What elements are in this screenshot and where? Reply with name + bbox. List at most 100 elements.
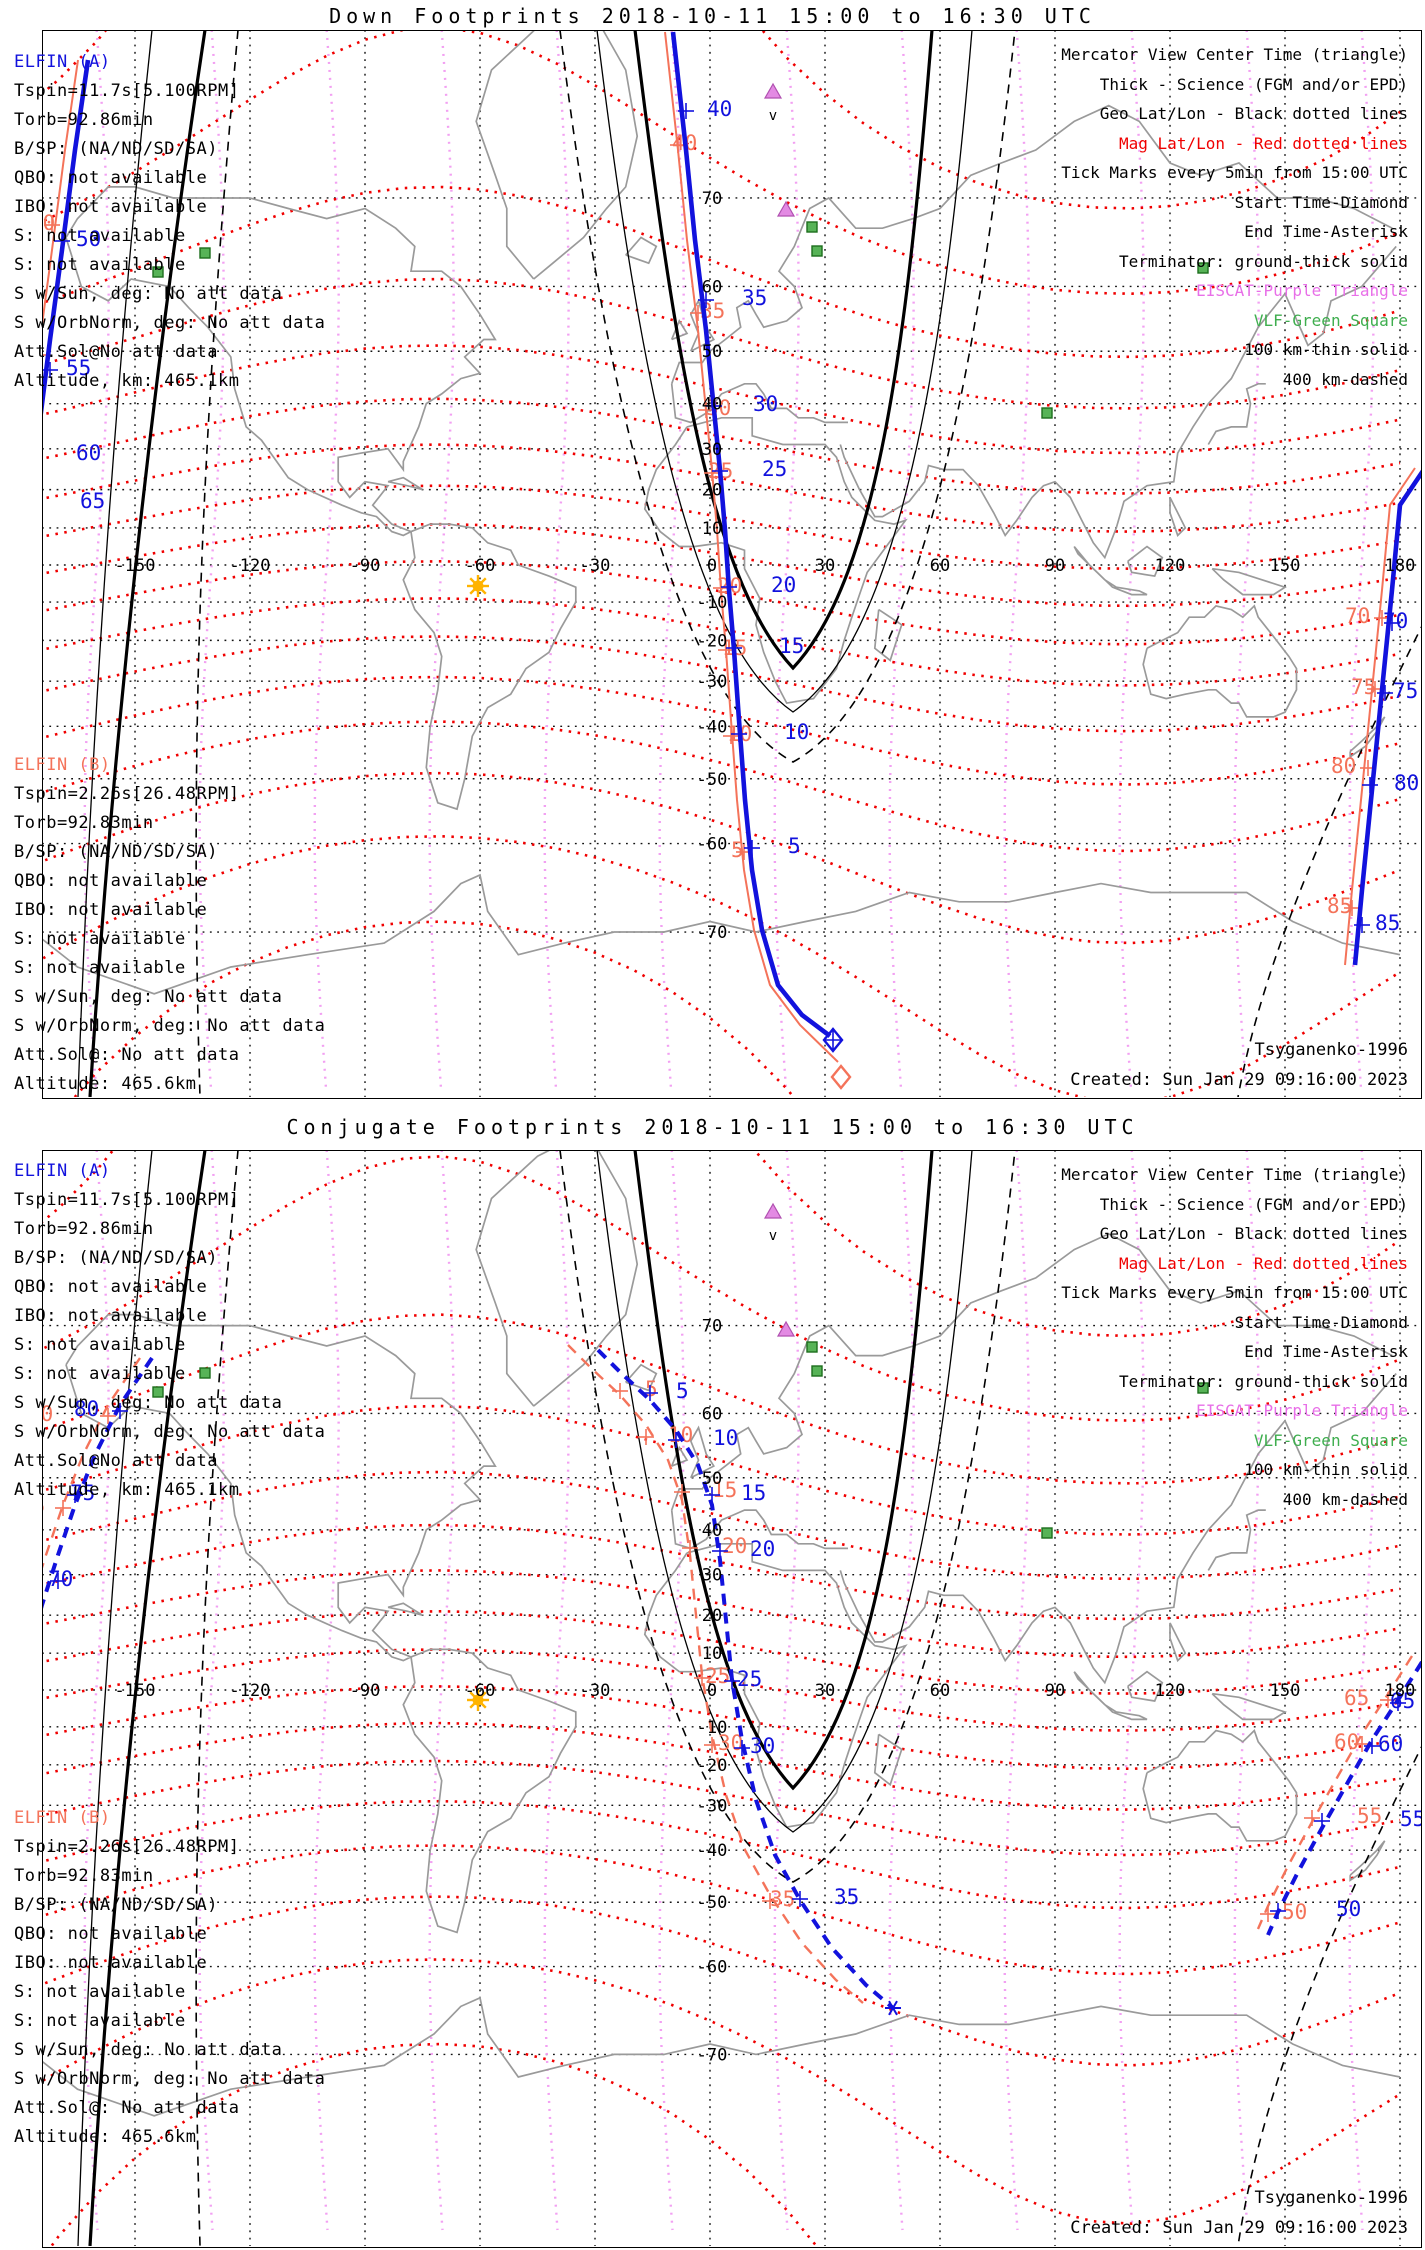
coastline: [625, 236, 658, 265]
longitude-label: -90: [350, 1681, 381, 1701]
time-tick-label: 5: [645, 1377, 658, 1401]
latitude-label: -40: [697, 1841, 728, 1861]
time-tick-label: 70: [1383, 609, 1408, 633]
time-tick-label: 65: [1344, 1686, 1369, 1710]
sun-marker: [472, 580, 484, 592]
info-line: S w/OrbNorm, deg: No att data: [14, 313, 326, 333]
terminator-ground-line: [88, 30, 207, 1097]
latitude-label: 30: [702, 1566, 722, 1586]
panel-down-border: [42, 30, 1422, 1099]
legend-line: Geo Lat/Lon - Black dotted lines: [1099, 1224, 1408, 1243]
end-time-asterisk: [888, 2000, 898, 2016]
latitude-label: 60: [702, 277, 722, 297]
coastline: [670, 1232, 1393, 1511]
longitude-label: 90: [1045, 556, 1065, 576]
longitude-label: 120: [1155, 556, 1186, 576]
legend-line: VLF-Green Square: [1253, 310, 1408, 330]
longitude-label: 90: [1045, 1681, 1065, 1701]
latitude-label: -30: [697, 672, 728, 692]
time-tick-label: 20: [771, 573, 796, 597]
time-tick-label: 40: [707, 97, 732, 121]
coastline: [1142, 1729, 1298, 1842]
longitude-label: -120: [230, 1681, 271, 1701]
longitude-label: -150: [115, 1681, 156, 1701]
time-tick-label: 70: [1345, 604, 1370, 628]
info-line: S: not available: [14, 1364, 186, 1384]
terminator-400km-line: [195, 30, 239, 1097]
center-time-arrow: v: [769, 108, 777, 124]
latitude-label: 40: [702, 395, 722, 415]
coastline: [42, 873, 1401, 995]
mag-lat-line: [42, 720, 1401, 853]
center-time-arrow: v: [769, 1228, 777, 1244]
time-tick-label: 65: [1390, 1689, 1415, 1713]
vlf-square-marker: [152, 266, 164, 278]
latitude-label: -50: [697, 1893, 728, 1913]
sun-marker: [472, 1694, 484, 1706]
sun-marker-ray: [469, 1702, 476, 1709]
mag-lat-line: [42, 635, 1401, 733]
elfin-a-center-track: [670, 31, 832, 1038]
info-line: IBO: not available: [14, 1953, 208, 1973]
time-tick-label: 30: [750, 1734, 775, 1758]
legend-line: Tick Marks every 5min from 15:00 UTC: [1061, 1283, 1408, 1302]
coastline: [475, 1150, 639, 1407]
info-line: Torb=92.83min: [14, 1866, 154, 1886]
time-tick-label: 50: [1282, 1900, 1307, 1924]
time-tick-label: 80: [1394, 771, 1419, 795]
elfin-b-left-track: [42, 59, 79, 333]
legend-line: Mag Lat/Lon - Red dotted lines: [1119, 133, 1408, 153]
info-line: QBO: not available: [14, 1924, 208, 1944]
latitude-label: 70: [702, 1317, 722, 1337]
mag-lat-line: [42, 675, 1401, 786]
vlf-square-marker: [199, 247, 211, 259]
coastline: [1126, 1670, 1164, 1702]
coastline: [1073, 545, 1148, 596]
legend-line: Start Time-Diamond: [1234, 1312, 1408, 1332]
latitude-label: -50: [697, 770, 728, 790]
mag-lat-line: [49, 2042, 819, 2246]
time-tick-label: 65: [80, 489, 105, 513]
info-line: Tspin=11.7s[5.100RPM]: [14, 1190, 240, 1210]
coastline: [1142, 604, 1298, 718]
info-line: Altitude: 465.6km: [14, 2127, 197, 2147]
info-line: S w/OrbNorm, deg: No att data: [14, 1422, 326, 1442]
terminator-400km-line: [1237, 626, 1421, 1097]
elfin-b-info-panel-conjugate: ELFIN (B) Tspin=2.26s[26.48RPM] Torb=92.83…: [14, 1800, 325, 2148]
legend-line: End Time-Asterisk: [1244, 222, 1408, 241]
created-timestamp: Created: Sun Jan 29 09:16:00 2023: [1070, 2218, 1408, 2238]
info-line: Att.Sol@No att data: [14, 342, 218, 362]
mag-lat-line: [73, 920, 796, 1097]
latitude-label: 20: [702, 1606, 722, 1626]
legend-line: 100 km-thin solid: [1244, 340, 1408, 359]
vlf-square-marker: [811, 1365, 823, 1377]
coastline: [387, 1602, 423, 1617]
elfin-a-right-track: [1352, 469, 1421, 966]
info-line: Torb=92.83min: [14, 813, 154, 833]
time-tick-label: 20: [722, 1534, 747, 1558]
time-tick-label: 35: [742, 286, 767, 310]
satellite-name: ELFIN (A): [14, 52, 111, 72]
mag-lat-line: [42, 1313, 1401, 1485]
mag-lat-line: [42, 1799, 1401, 1910]
elfin-b-conj-center-track: [567, 1344, 864, 2004]
mag-lat-line: [42, 1759, 1401, 1857]
mag-lon-line: [1233, 30, 1260, 1091]
latitude-label: 50: [702, 342, 722, 362]
info-line: B/SP: (NA/ND/SD/SA): [14, 139, 218, 159]
legend-line: Terminator: ground-thick solid: [1119, 251, 1408, 271]
latitude-label: -10: [697, 593, 728, 613]
info-line: S w/OrbNorm, deg: No att data: [14, 1016, 326, 1036]
vlf-square-marker: [1041, 1527, 1053, 1539]
time-tick-label: 60: [1378, 1732, 1403, 1756]
time-tick-label: 75: [70, 1481, 95, 1505]
coastline: [1073, 1671, 1148, 1721]
info-line: S: not available: [14, 929, 186, 949]
terminator-100km-line: [77, 30, 153, 1097]
time-tick-label: 70: [48, 1567, 73, 1591]
legend-line: Tick Marks every 5min from 15:00 UTC: [1061, 163, 1408, 182]
terminator-400km-line: [559, 1150, 1016, 1883]
mag-lon-line: [658, 30, 685, 1091]
longitude-label: 30: [815, 556, 835, 576]
